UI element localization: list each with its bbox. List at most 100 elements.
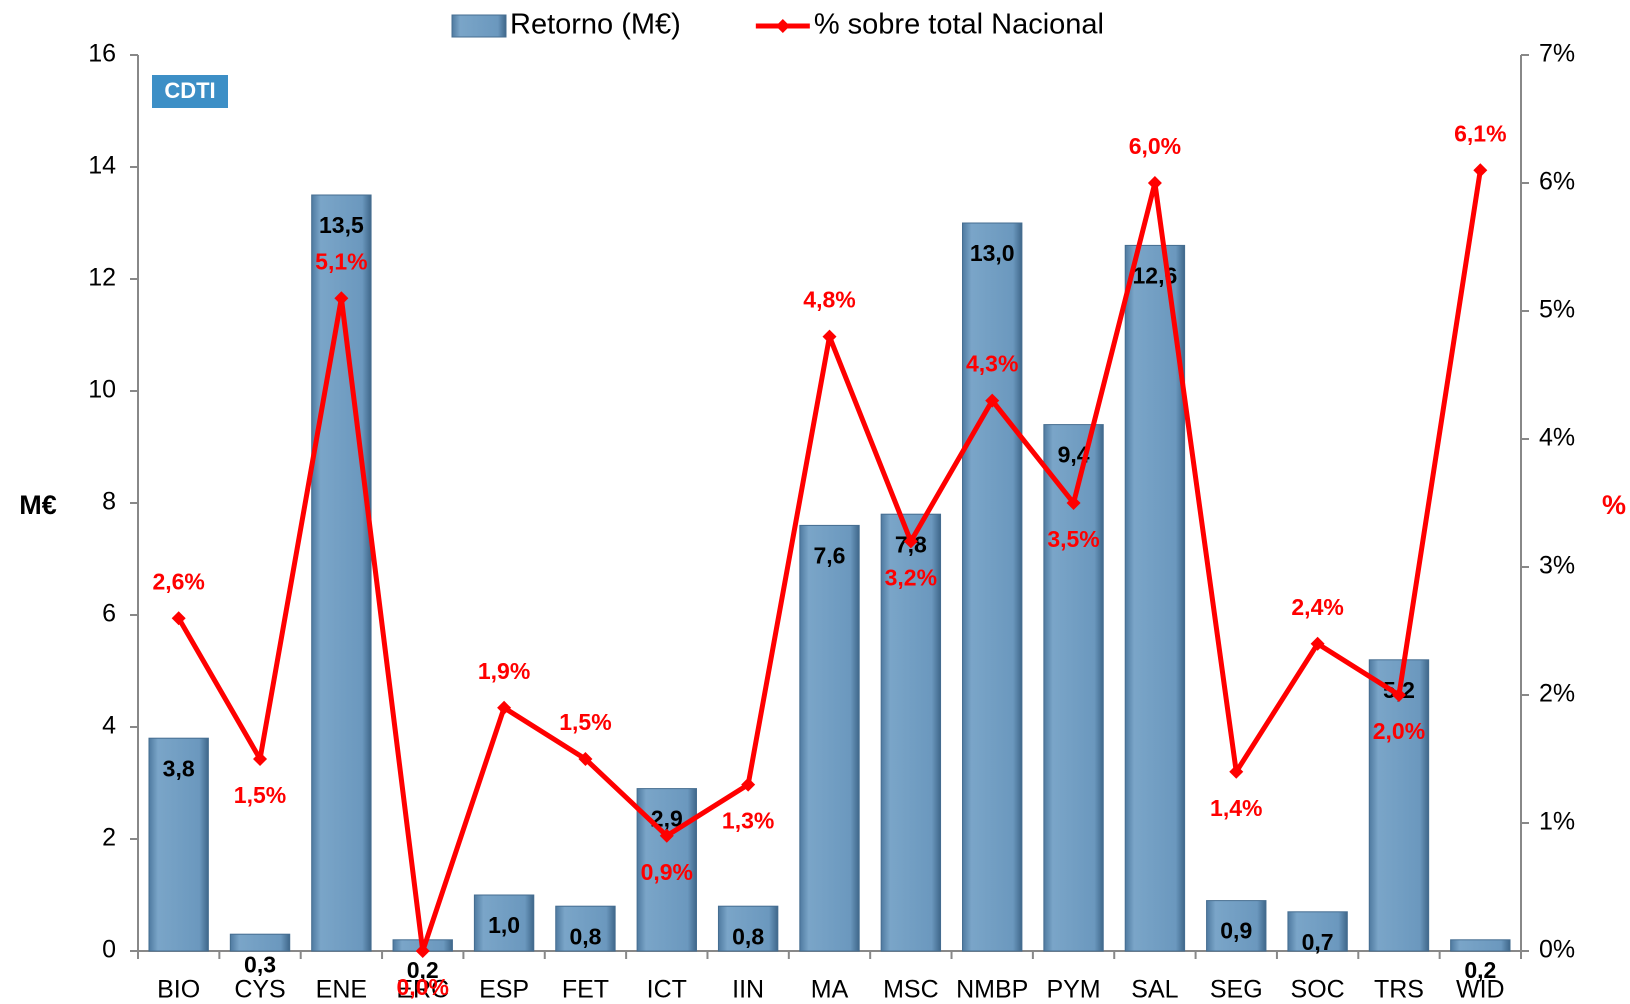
line-value-label: 1,3% <box>722 808 774 834</box>
line-value-label: 4,3% <box>966 351 1018 377</box>
line-value-label: 0,0% <box>397 974 449 1000</box>
bar <box>555 905 616 952</box>
legend-marker <box>775 19 790 33</box>
x-tick-label: IIN <box>732 976 764 1004</box>
line-value-label: 0,9% <box>641 859 693 885</box>
y2-tick-label: 0% <box>1539 936 1575 964</box>
line-value-label: 4,8% <box>803 287 855 313</box>
x-tick-label: ERC <box>396 976 449 1004</box>
bar-value-label: 13,0 <box>970 240 1015 266</box>
x-tick-label: CYS <box>234 976 285 1004</box>
line-value-label: 2,4% <box>1291 594 1343 620</box>
bar <box>229 933 291 952</box>
bar-value-label: 0,9 <box>1220 918 1252 944</box>
legend-swatch <box>451 14 507 38</box>
y2-tick-label: 5% <box>1539 296 1575 324</box>
y-tick-label: 0 <box>102 936 116 964</box>
line-value-label: 2,6% <box>152 568 204 594</box>
bar-value-label: 3,8 <box>163 755 195 781</box>
x-tick-label: ICT <box>647 976 687 1004</box>
y2-tick-label: 3% <box>1539 552 1575 580</box>
legend-label: % sobre total Nacional <box>814 9 1104 41</box>
y2-tick-label: 4% <box>1539 424 1575 452</box>
line-marker <box>1147 176 1162 190</box>
line-value-label: 3,5% <box>1047 526 1099 552</box>
line-value-label: 1,4% <box>1210 795 1262 821</box>
bar <box>1124 244 1186 952</box>
line-value-label: 3,2% <box>885 564 937 590</box>
bar <box>880 513 942 952</box>
bar <box>311 194 372 952</box>
y-tick-label: 2 <box>102 824 116 852</box>
bar <box>1450 939 1511 952</box>
bar <box>717 905 779 952</box>
x-tick-label: MSC <box>883 976 939 1004</box>
line-marker <box>171 611 186 626</box>
line-marker <box>253 752 268 766</box>
line-marker <box>1066 496 1081 510</box>
bar-value-label: 0,3 <box>244 951 276 977</box>
x-tick-label: FET <box>562 976 609 1004</box>
bar <box>1043 424 1104 952</box>
y-axis-label: M€ <box>19 490 57 520</box>
bar <box>799 524 860 952</box>
line-marker <box>741 777 756 792</box>
y-tick-label: 4 <box>102 712 116 740</box>
line-marker <box>334 291 349 306</box>
y-tick-label: 8 <box>102 488 116 516</box>
line-marker <box>985 393 1000 408</box>
x-tick-label: PYM <box>1046 976 1100 1004</box>
y2-tick-label: 2% <box>1539 680 1575 708</box>
line-marker <box>1391 688 1406 702</box>
bar-value-label: 0,8 <box>732 923 764 949</box>
y-tick-label: 6 <box>102 600 116 628</box>
bar <box>148 737 209 952</box>
line-marker <box>822 329 837 344</box>
bar <box>1206 900 1267 952</box>
y-tick-label: 16 <box>88 40 116 68</box>
bar-value-label: 13,5 <box>319 212 364 238</box>
bar-value-label: 0,7 <box>1302 929 1334 955</box>
line-value-label: 6,0% <box>1129 133 1181 159</box>
x-tick-label: ENE <box>316 976 367 1004</box>
y2-tick-label: 7% <box>1539 40 1575 68</box>
bar <box>962 222 1023 952</box>
line-marker <box>1229 764 1244 779</box>
line-marker <box>903 534 918 549</box>
logo-text: CDTI <box>164 78 215 103</box>
bar-value-label: 7,6 <box>814 542 846 568</box>
x-tick-label: SOC <box>1291 976 1345 1004</box>
y-tick-label: 10 <box>88 376 116 404</box>
y-tick-label: 14 <box>88 152 116 180</box>
line-value-label: 1,5% <box>234 782 286 808</box>
x-tick-label: MA <box>811 976 849 1004</box>
bar-value-label: 1,0 <box>488 912 520 938</box>
y2-tick-label: 1% <box>1539 808 1575 836</box>
bar <box>1287 911 1348 952</box>
bar-value-label: 0,2 <box>1464 957 1496 983</box>
logo: CDTI <box>152 75 228 108</box>
bar <box>473 894 535 952</box>
line-value-label: 5,1% <box>315 248 367 274</box>
y2-tick-label: 6% <box>1539 168 1575 196</box>
x-tick-label: BIO <box>157 976 200 1004</box>
x-tick-label: NMBP <box>956 976 1028 1004</box>
line-marker <box>1473 163 1488 178</box>
bar <box>1368 659 1430 952</box>
bar-value-label: 0,8 <box>569 923 601 949</box>
x-tick-label: ESP <box>479 976 529 1004</box>
line-marker <box>659 828 674 843</box>
x-tick-label: WID <box>1456 976 1505 1004</box>
line-value-label: 1,9% <box>478 658 530 684</box>
line-value-label: 6,1% <box>1454 120 1506 146</box>
bar-value-label: 0,2 <box>407 957 439 983</box>
x-tick-label: TRS <box>1374 976 1424 1004</box>
y2-axis-label: % <box>1602 490 1626 520</box>
y-tick-label: 12 <box>88 264 116 292</box>
legend-label: Retorno (M€) <box>510 9 681 41</box>
line-value-label: 1,5% <box>559 709 611 735</box>
line-marker <box>497 700 512 715</box>
logo-box <box>152 75 228 108</box>
line-value-label: 2,0% <box>1373 718 1425 744</box>
